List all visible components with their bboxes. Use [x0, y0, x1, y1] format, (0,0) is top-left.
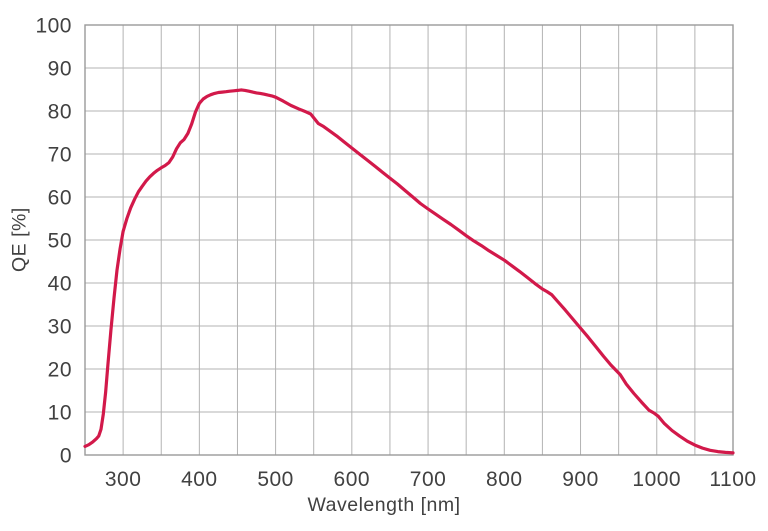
y-tick-label: 0 — [60, 445, 72, 468]
x-tick-label: 600 — [334, 468, 371, 491]
x-tick-label: 1000 — [632, 468, 681, 491]
y-tick-label: 90 — [48, 58, 72, 81]
x-tick-label: 1100 — [709, 468, 756, 491]
y-tick-label: 40 — [48, 273, 72, 296]
x-tick-label: 400 — [181, 468, 218, 491]
x-tick-label: 700 — [410, 468, 447, 491]
x-tick-label: 500 — [257, 468, 294, 491]
y-tick-label: 80 — [48, 101, 72, 124]
x-tick-label: 300 — [105, 468, 142, 491]
y-tick-label: 10 — [48, 402, 72, 425]
y-tick-label: 50 — [48, 230, 72, 253]
x-tick-label: 900 — [562, 468, 599, 491]
qe-curve — [83, 88, 735, 455]
x-tick-label: 800 — [486, 468, 523, 491]
y-tick-label: 100 — [35, 15, 72, 38]
plot-border — [84, 24, 734, 456]
y-tick-label: 60 — [48, 187, 72, 210]
y-axis-title: QE [%] — [8, 207, 31, 273]
y-tick-label: 20 — [48, 359, 72, 382]
y-tick-label: 30 — [48, 316, 72, 339]
y-tick-label: 70 — [48, 144, 72, 167]
x-axis-title: Wavelength [nm] — [307, 494, 461, 516]
